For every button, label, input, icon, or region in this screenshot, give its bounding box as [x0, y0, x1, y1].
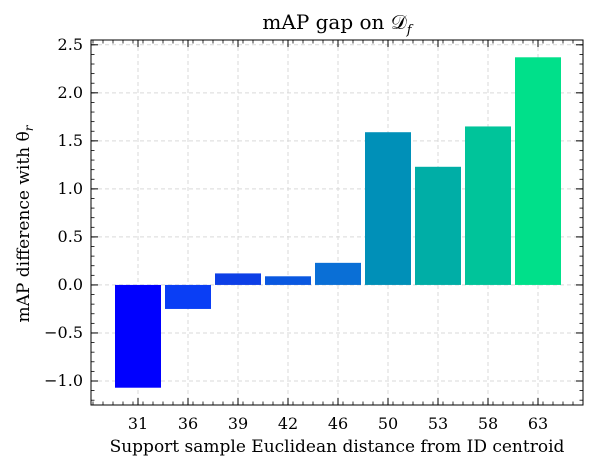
- y-tick-label: 0.0: [58, 275, 83, 294]
- y-tick-label: 0.5: [58, 227, 83, 246]
- y-tick-label: −1.0: [44, 371, 83, 390]
- y-tick-label: −0.5: [44, 323, 83, 342]
- bar-46: [315, 263, 361, 285]
- x-tick-label: 36: [178, 414, 198, 433]
- x-tick-label: 50: [378, 414, 398, 433]
- x-tick-label: 42: [278, 414, 298, 433]
- bar-39: [215, 273, 261, 285]
- bar-50: [365, 132, 411, 285]
- bar-42: [265, 276, 311, 285]
- x-tick-label: 53: [428, 414, 448, 433]
- x-tick-label: 39: [228, 414, 248, 433]
- y-tick-label: 1.0: [58, 179, 83, 198]
- bar-31: [115, 285, 161, 388]
- chart-title: mAP gap on 𝒟f: [262, 10, 413, 38]
- x-tick-label: 31: [128, 414, 148, 433]
- bar-36: [165, 285, 211, 309]
- x-axis-title: Support sample Euclidean distance from I…: [110, 437, 565, 457]
- bar-58: [465, 126, 511, 284]
- y-axis-title: mAP difference with θr: [14, 124, 36, 322]
- bar-63: [515, 57, 561, 285]
- x-tick-label: 46: [328, 414, 348, 433]
- bar-53: [415, 167, 461, 285]
- y-tick-label: 2.5: [58, 35, 83, 54]
- x-tick-label: 63: [528, 414, 548, 433]
- y-tick-label: 1.5: [58, 131, 83, 150]
- y-tick-label: 2.0: [58, 83, 83, 102]
- x-tick-label: 58: [478, 414, 498, 433]
